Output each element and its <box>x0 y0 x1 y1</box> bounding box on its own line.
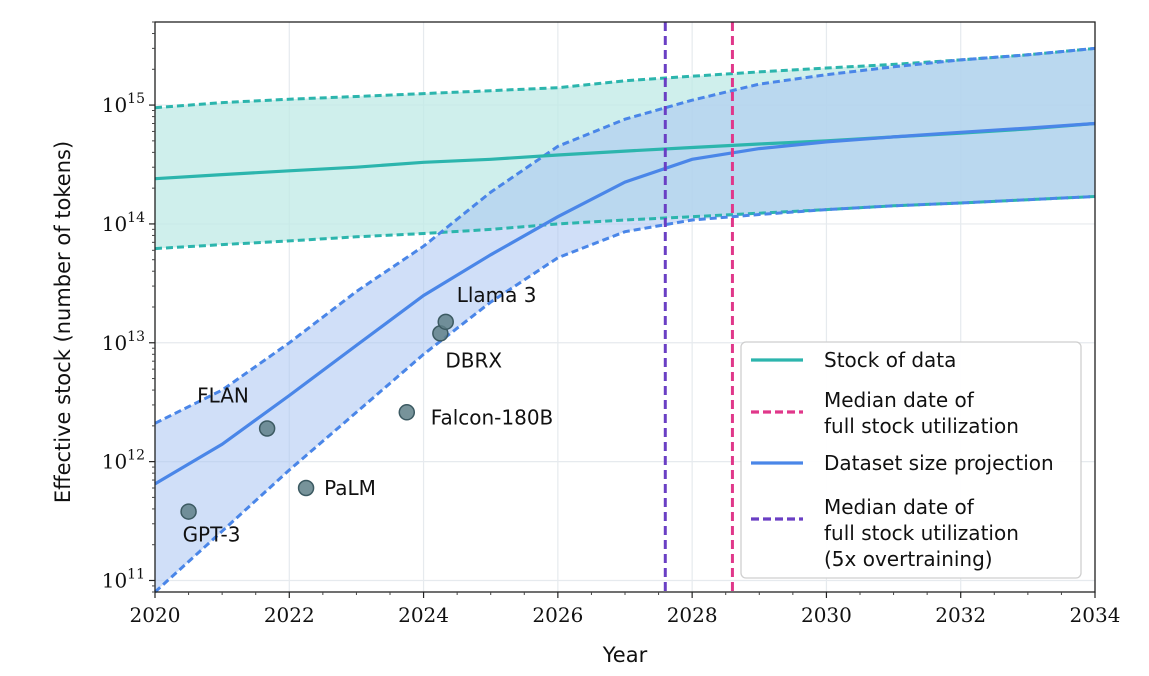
legend-label: full stock utilization <box>824 414 1019 438</box>
x-tick-label: 2024 <box>398 603 449 627</box>
point-falcon-180b <box>398 404 416 421</box>
point-gpt-3 <box>180 503 197 520</box>
median-date-lines <box>663 22 734 592</box>
legend-label: Median date of <box>824 388 975 412</box>
legend-label: Dataset size projection <box>824 451 1054 475</box>
x-axis-label: Year <box>602 643 648 667</box>
point-palm <box>297 479 315 497</box>
projection-upper-bound <box>154 46 1096 425</box>
axes: 2020 2022 2024 2026 2028 2030 2032 2034 1011 1012… <box>102 21 1121 627</box>
dataset-size-projection-line <box>154 121 1096 486</box>
model-points: GPT-3 FLAN PaLM Falcon-180B DBRX Llama 3 <box>180 283 554 547</box>
legend-label: Median date of <box>824 495 975 519</box>
point-label-palm: PaLM <box>324 476 376 500</box>
point-label-gpt-3: GPT-3 <box>183 523 241 547</box>
series-lines <box>153 46 1096 594</box>
x-tick-label: 2022 <box>264 603 315 627</box>
stock-lower-bound <box>154 195 1096 251</box>
point-flan <box>258 420 276 437</box>
x-tick-label: 2032 <box>935 603 986 627</box>
x-tick-label: 2020 <box>130 603 181 627</box>
y-tick-label: 1015 <box>102 91 145 117</box>
y-tick-label: 1013 <box>102 329 145 355</box>
y-tick-label: 1014 <box>102 210 145 236</box>
point-label-flan: FLAN <box>197 383 249 407</box>
legend-label: Stock of data <box>824 348 956 372</box>
confidence-bands <box>155 48 1095 592</box>
point-llama-3 <box>437 313 454 331</box>
y-axis-label: Effective stock (number of tokens) <box>51 141 75 503</box>
point-label-dbrx: DBRX <box>445 348 502 372</box>
x-tick-label: 2026 <box>532 603 583 627</box>
legend-label: full stock utilization <box>824 521 1019 545</box>
projection-confidence-band <box>155 48 1095 592</box>
legend-box <box>740 341 1082 579</box>
legend-label: (5x overtraining) <box>824 547 993 571</box>
x-tick-label: 2034 <box>1070 603 1121 627</box>
x-tick-label: 2028 <box>667 603 718 627</box>
projection-lower-bound <box>153 195 1096 594</box>
y-tick-label: 1012 <box>102 448 145 474</box>
point-label-falcon-180b: Falcon-180B <box>431 405 554 429</box>
point-label-llama-3: Llama 3 <box>457 283 537 307</box>
y-tick-label: 1011 <box>102 566 145 592</box>
x-tick-label: 2030 <box>801 603 852 627</box>
